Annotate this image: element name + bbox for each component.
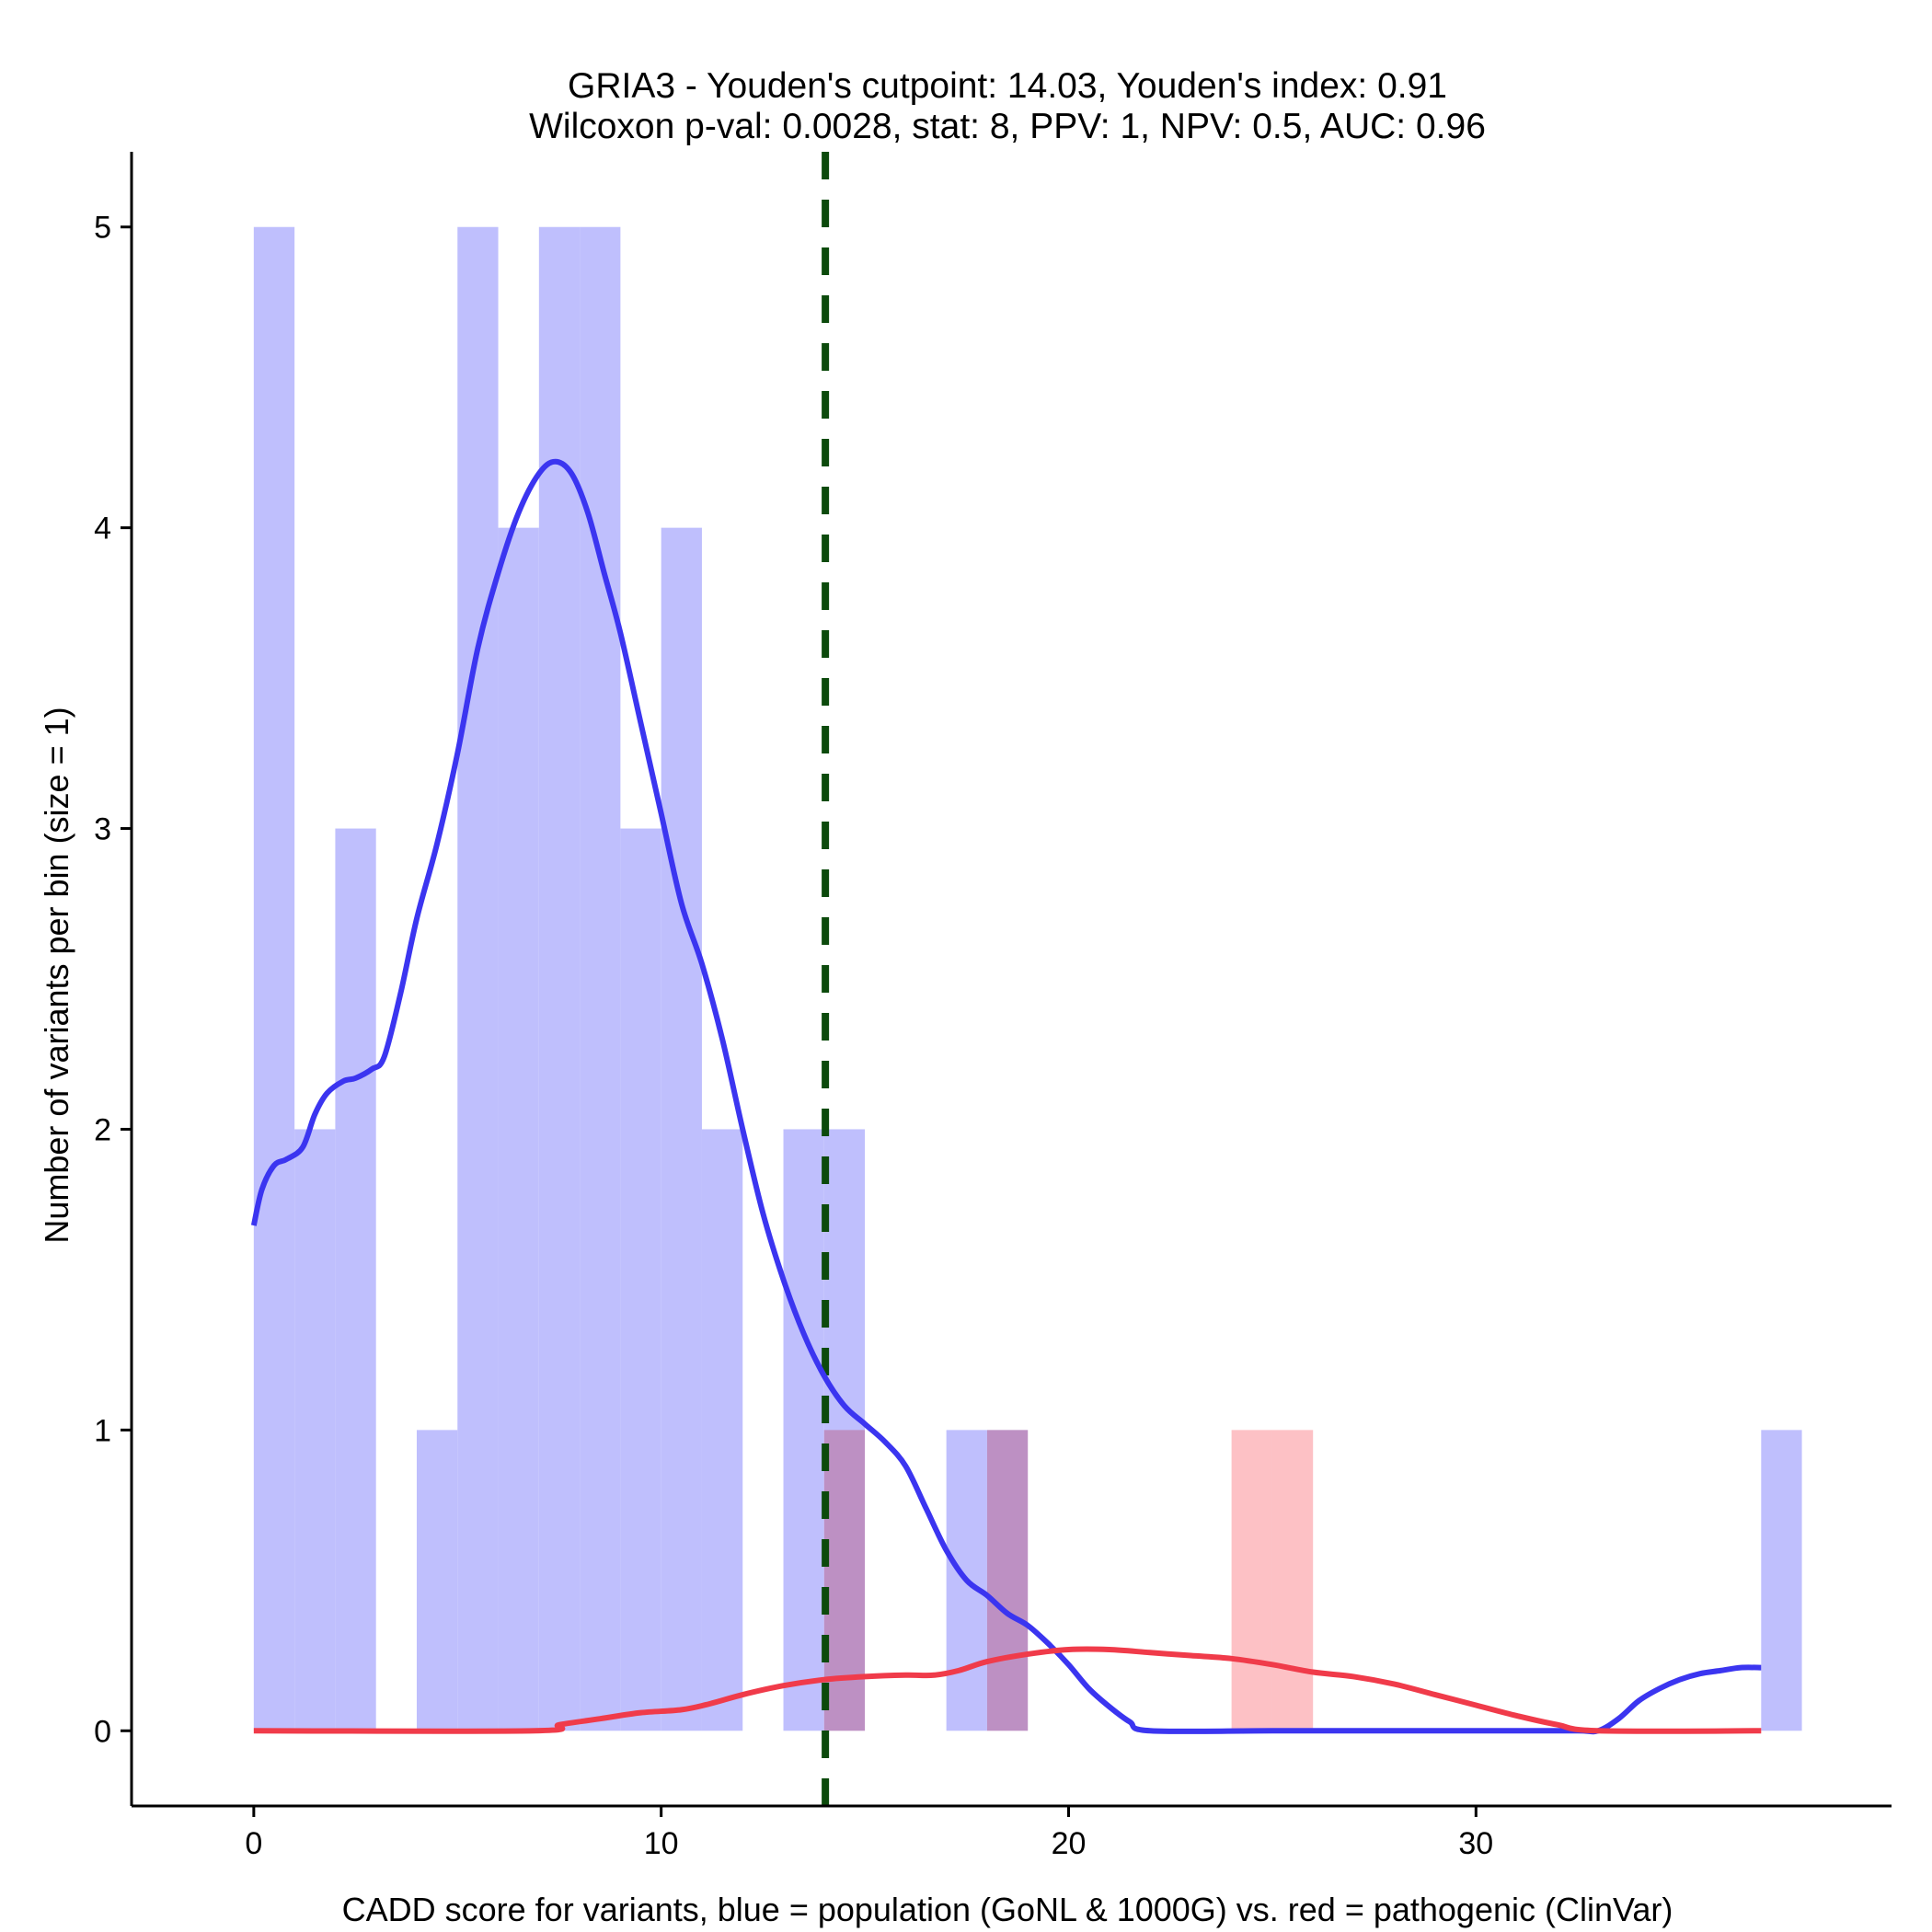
x-axis-label: CADD score for variants, blue = populati… — [342, 1891, 1673, 1928]
pathogenic-density-line — [253, 1646, 1762, 1734]
population-bar — [416, 1430, 458, 1731]
x-tick-label: 10 — [644, 1826, 679, 1861]
y-tick-label: 2 — [94, 1112, 111, 1147]
pathogenic-bar — [986, 1430, 1029, 1731]
pathogenic-bar — [1231, 1430, 1272, 1731]
x-axis-ticks: 0 10 20 30 — [245, 1806, 1493, 1861]
pathogenic-bar — [823, 1430, 866, 1731]
x-tick-label: 30 — [1458, 1826, 1493, 1861]
population-bar — [294, 1129, 336, 1731]
population-bar — [620, 828, 661, 1731]
y-axis-ticks: 0 1 2 3 4 5 — [94, 211, 132, 1749]
x-tick-label: 20 — [1052, 1826, 1087, 1861]
population-bar — [661, 527, 702, 1731]
population-bar — [701, 1129, 743, 1731]
population-bar — [457, 226, 499, 1731]
population-bar — [498, 527, 539, 1731]
pathogenic-bars — [823, 1430, 1314, 1731]
pathogenic-bar — [1271, 1430, 1314, 1731]
y-axis-label: Number of variants per bin (size = 1) — [38, 707, 75, 1243]
x-tick-label: 0 — [245, 1826, 262, 1861]
chart-title-line-1: GRIA3 - Youden's cutpoint: 14.03, Youden… — [568, 66, 1447, 106]
y-tick-label: 5 — [94, 211, 111, 246]
population-bar — [783, 1129, 824, 1731]
population-bar — [1761, 1430, 1802, 1731]
y-tick-label: 0 — [94, 1714, 111, 1749]
y-tick-label: 1 — [94, 1413, 111, 1448]
population-bar — [580, 226, 621, 1731]
y-tick-label: 4 — [94, 512, 111, 546]
population-bar — [538, 226, 581, 1731]
population-bar — [253, 226, 295, 1731]
y-tick-label: 3 — [94, 812, 111, 847]
population-bar — [335, 828, 376, 1731]
population-density-line — [250, 458, 1762, 1735]
chart-title-line-2: Wilcoxon p-val: 0.0028, stat: 8, PPV: 1,… — [529, 107, 1486, 146]
